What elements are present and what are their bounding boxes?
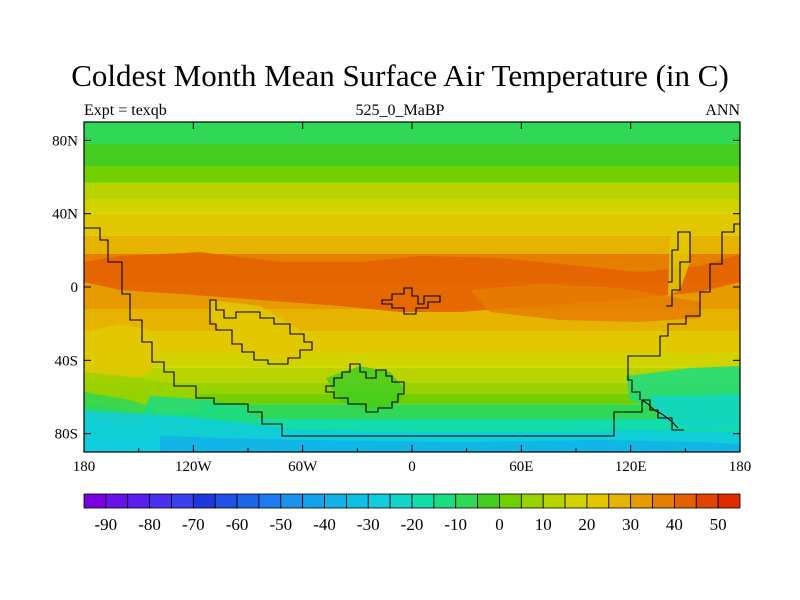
x-tick-label-5: 120E: [615, 459, 647, 475]
x-tick-label-2: 60W: [288, 459, 318, 475]
coastline-east: [627, 223, 740, 400]
colorbar-swatch-14: [389, 493, 413, 509]
temperature-region-1: [470, 284, 700, 322]
colorbar-swatch-8: [258, 493, 282, 509]
colorbar-swatch-28: [695, 493, 719, 509]
y-tick-label-3: 40S: [55, 353, 78, 369]
x-tick-label-0: 180: [73, 459, 96, 475]
x-tick-label-6: 180: [729, 459, 752, 475]
colorbar-label-7: -20: [401, 515, 424, 534]
colorbar-swatch-18: [477, 493, 500, 509]
temperature-band-4: [84, 199, 740, 214]
colorbar-swatch-26: [652, 493, 675, 509]
temperature-band-0: [84, 122, 740, 144]
x-tick-label-4: 60E: [509, 459, 533, 475]
colorbar-label-0: -90: [95, 515, 118, 534]
temperature-band-12: [84, 367, 740, 383]
coastline-antarctic-east: [641, 399, 679, 429]
temperature-region-12: [668, 236, 690, 296]
colorbar-swatch-12: [345, 493, 369, 509]
colorbar-label-10: 10: [535, 515, 552, 534]
colorbar-swatch-29: [717, 493, 741, 509]
island-south-pacific: [209, 299, 313, 365]
coastline-west: [84, 227, 684, 437]
temperature-region-7: [160, 436, 740, 452]
temperature-band-13: [84, 382, 740, 394]
temperature-band-3: [84, 182, 740, 199]
season-label: ANN: [705, 102, 740, 119]
colorbar-label-9: 0: [495, 515, 504, 534]
colorbar-swatch-20: [520, 493, 544, 509]
colorbar-swatch-3: [149, 493, 172, 509]
x-axis: 180 120W 60W 0 60E 120E 180: [73, 122, 752, 475]
temperature-region-2: [84, 324, 160, 384]
colorbar-swatch-7: [236, 493, 260, 509]
temperature-band-6: [84, 235, 740, 254]
colorbar-swatch-10: [302, 493, 325, 509]
y-tick-label-2: 0: [71, 280, 79, 296]
colorbar-label-6: -30: [357, 515, 380, 534]
colorbar-label-12: 30: [622, 515, 639, 534]
x-tick-label-1: 120W: [175, 459, 213, 475]
colorbar-label-13: 40: [666, 515, 683, 534]
island-south-atlantic: [325, 363, 405, 413]
colorbar-label-4: -50: [269, 515, 292, 534]
colorbar-swatch-5: [192, 493, 216, 509]
colorbar-swatch-25: [630, 493, 653, 509]
colorbar-swatch-6: [214, 493, 238, 509]
colorbar-label-8: -10: [444, 515, 467, 534]
colorbar-swatch-17: [455, 493, 479, 509]
colorbar-swatch-22: [564, 493, 588, 509]
y-tick-label-0: 80N: [52, 133, 78, 149]
colorbar-swatch-21: [542, 493, 566, 509]
colorbar-swatch-13: [367, 493, 391, 509]
colorbar-swatch-1: [105, 493, 129, 509]
colorbar-swatch-24: [608, 493, 632, 509]
map-title: Coldest Month Mean Surface Air Temperatu…: [71, 58, 729, 93]
temperature-band-2: [84, 166, 740, 183]
period-label: 525_0_MaBP: [355, 102, 445, 119]
temperature-region-10: [326, 366, 404, 410]
colorbar-label-1: -80: [138, 515, 161, 534]
temperature-band-1: [84, 144, 740, 166]
colorbar-swatch-0: [83, 493, 107, 509]
colorbar-swatch-23: [586, 493, 610, 509]
experiment-label: Expt = texqb: [84, 102, 167, 119]
colorbar-label-11: 20: [578, 515, 595, 534]
colorbar-label-5: -40: [313, 515, 336, 534]
y-tick-label-1: 40N: [52, 207, 78, 223]
x-tick-label-3: 0: [408, 459, 416, 475]
colorbar-swatch-27: [674, 493, 697, 509]
colorbar-label-14: 50: [710, 515, 727, 534]
temperature-band-11: [84, 353, 740, 368]
colorbar-swatch-2: [127, 493, 150, 509]
colorbar-label-3: -60: [226, 515, 249, 534]
temperature-band-14: [84, 393, 740, 405]
coastline-east-inlet: [666, 231, 691, 307]
colorbar-swatch-9: [280, 493, 304, 509]
colorbar-swatch-16: [433, 493, 457, 509]
colorbar-swatch-15: [411, 493, 435, 509]
colorbar-swatch-11: [324, 493, 347, 509]
temperature-band-10: [84, 331, 740, 353]
colorbar: -90 -80 -70 -60 -50 -40 -30 -20 -10 0 10 20 30 40 50: [83, 493, 741, 534]
y-axis: 80N 40N 0 40S 80S: [52, 133, 740, 443]
island-central: [381, 287, 441, 315]
colorbar-swatch-19: [499, 493, 522, 509]
colorbar-label-2: -70: [182, 515, 205, 534]
y-tick-label-4: 80S: [55, 427, 78, 443]
coastlines: [84, 223, 740, 437]
temperature-band-5: [84, 213, 740, 236]
colorbar-swatch-4: [171, 493, 194, 509]
